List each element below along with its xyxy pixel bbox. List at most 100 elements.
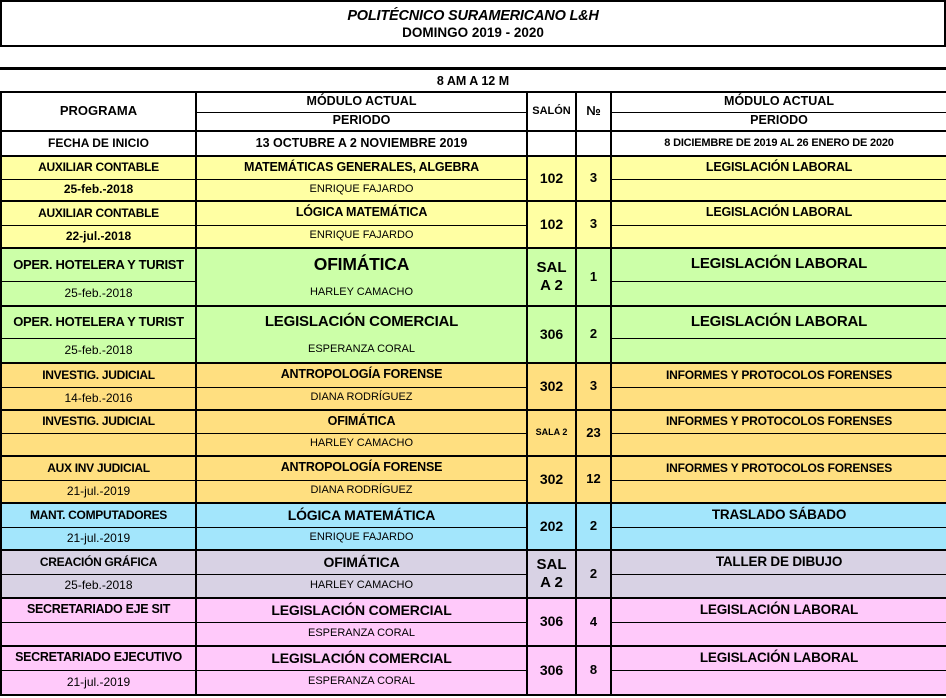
next-module-cell: INFORMES Y PROTOCOLOS FORENSES <box>610 455 946 481</box>
next-module-empty-cell <box>610 224 946 249</box>
salon-cell: SALA 2 <box>526 409 577 457</box>
next-module-cell: INFORMES Y PROTOCOLOS FORENSES <box>610 409 946 434</box>
module-cell: LÓGICA MATEMÁTICA <box>195 200 528 226</box>
next-module-empty-cell <box>610 479 946 504</box>
program-cell: AUX INV JUDICIAL <box>0 455 197 481</box>
module-cell: LÓGICA MATEMÁTICA <box>195 502 528 528</box>
teacher-cell: ESPERANZA CORAL <box>195 669 528 696</box>
header-numero-empty <box>575 130 612 157</box>
teacher-cell: ESPERANZA CORAL <box>195 338 528 364</box>
schedule-row-top: AUXILIAR CONTABLE LÓGICA MATEMÁTICA 102 3 LE… <box>0 200 946 249</box>
next-module-cell: TRASLADO SÁBADO <box>610 502 946 528</box>
schedule-row-bottom: 25-feb.-2018 ESPERANZA CORAL <box>0 337 946 364</box>
schedule-row-bottom: 25-feb.-2018 ENRIQUE FAJARDO <box>0 178 946 202</box>
schedule-row-bottom: ESPERANZA CORAL <box>0 621 946 647</box>
group-number-cell: 2 <box>575 305 612 364</box>
next-module-cell: LEGISLACIÓN LABORAL <box>610 200 946 226</box>
module-cell: LEGISLACIÓN COMERCIAL <box>195 597 528 623</box>
start-date-cell: 25-feb.-2018 <box>0 280 197 307</box>
schedule-row-bottom: 21-jul.-2019 DIANA RODRÍGUEZ <box>0 479 946 504</box>
salon-cell: 306 <box>526 305 577 364</box>
schedule-row-bottom: 22-jul.-2018 ENRIQUE FAJARDO <box>0 224 946 249</box>
salon-cell: 306 <box>526 645 577 696</box>
schedule-row-bottom: HARLEY CAMACHO <box>0 432 946 457</box>
teacher-cell: HARLEY CAMACHO <box>195 281 528 307</box>
teacher-cell: ENRIQUE FAJARDO <box>195 526 528 551</box>
header-period-right-dates: 8 DICIEMBRE DE 2019 AL 26 ENERO DE 2020 <box>610 130 946 157</box>
salon-cell: 102 <box>526 200 577 249</box>
start-date-cell: 21-jul.-2019 <box>0 479 197 504</box>
teacher-cell: HARLEY CAMACHO <box>195 432 528 457</box>
salon-line: SALA 2 <box>535 427 568 438</box>
salon-cell: 202 <box>526 502 577 551</box>
salon-line: SAL <box>536 556 567 573</box>
next-module-cell: LEGISLACIÓN LABORAL <box>610 247 946 282</box>
next-module-empty-cell <box>610 280 946 307</box>
program-cell: OPER. HOTELERA Y TURIST <box>0 247 197 282</box>
module-cell: LEGISLACIÓN COMERCIAL <box>195 305 528 338</box>
schedule-row-top: SECRETARIADO EJE SIT LEGISLACIÓN COMERCIA… <box>0 597 946 647</box>
salon-cell: 302 <box>526 362 577 411</box>
header-programa: PROGRAMA <box>0 91 197 132</box>
teacher-cell: ESPERANZA CORAL <box>195 621 528 647</box>
schedule-row-top: SECRETARIADO EJECUTIVO LEGISLACIÓN COMERC… <box>0 645 946 696</box>
program-cell: SECRETARIADO EJECUTIVO <box>0 645 197 671</box>
program-cell: SECRETARIADO EJE SIT <box>0 597 197 623</box>
next-module-empty-cell <box>610 621 946 647</box>
teacher-cell: ENRIQUE FAJARDO <box>195 178 528 202</box>
schedule-row-top: AUX INV JUDICIAL ANTROPOLOGÍA FORENSE 302 1… <box>0 455 946 504</box>
next-module-empty-cell <box>610 337 946 364</box>
group-number-cell: 3 <box>575 155 612 202</box>
spacer-row <box>0 47 946 70</box>
salon-cell: 302 <box>526 455 577 504</box>
salon-line: 202 <box>539 517 564 534</box>
salon-line: 302 <box>539 377 564 394</box>
page-title: POLITÉCNICO SURAMERICANO L&H <box>347 7 599 24</box>
schedule-row-bottom: 21-jul.-2019 ENRIQUE FAJARDO <box>0 526 946 551</box>
program-cell: INVESTIG. JUDICIAL <box>0 409 197 434</box>
module-cell: OFIMÁTICA <box>195 409 528 434</box>
schedule-row-top: OPER. HOTELERA Y TURIST LEGISLACIÓN COMER… <box>0 305 946 364</box>
group-number-cell: 3 <box>575 200 612 249</box>
schedule-row-top: AUXILIAR CONTABLE MATEMÁTICAS GENERALES, … <box>0 155 946 202</box>
start-date-cell: 25-feb.-2018 <box>0 178 197 202</box>
header-periodo-right: PERIODO <box>610 111 946 132</box>
salon-line: 306 <box>539 325 564 342</box>
next-module-empty-cell <box>610 386 946 411</box>
next-module-empty-cell <box>610 526 946 551</box>
next-module-empty-cell <box>610 432 946 457</box>
module-cell: ANTROPOLOGÍA FORENSE <box>195 455 528 481</box>
header-fecha-de-inicio: FECHA DE INICIO <box>0 130 197 157</box>
next-module-cell: LEGISLACIÓN LABORAL <box>610 155 946 180</box>
salon-cell: 102 <box>526 155 577 202</box>
program-cell: MANT. COMPUTADORES <box>0 502 197 528</box>
salon-line: 302 <box>539 470 564 487</box>
next-module-cell: INFORMES Y PROTOCOLOS FORENSES <box>610 362 946 388</box>
start-date-cell: 21-jul.-2019 <box>0 526 197 551</box>
salon-line: SAL <box>536 259 567 276</box>
start-date-cell: 22-jul.-2018 <box>0 224 197 249</box>
teacher-cell: ENRIQUE FAJARDO <box>195 224 528 249</box>
schedule-table: PROGRAMA MÓDULO ACTUAL SALÓN № MÓDULO AC… <box>0 91 946 696</box>
program-cell: AUXILIAR CONTABLE <box>0 155 197 180</box>
header-modulo-actual-left: MÓDULO ACTUAL <box>195 91 528 113</box>
start-date-cell: 25-feb.-2018 <box>0 337 197 364</box>
salon-line: A 2 <box>540 277 563 294</box>
next-module-cell: LEGISLACIÓN LABORAL <box>610 305 946 339</box>
schedule-row-bottom: 25-feb.-2018 HARLEY CAMACHO <box>0 280 946 307</box>
group-number-cell: 4 <box>575 597 612 647</box>
header-periodo-left: PERIODO <box>195 111 528 132</box>
group-number-cell: 1 <box>575 247 612 307</box>
teacher-cell: DIANA RODRÍGUEZ <box>195 479 528 504</box>
header-period-left-dates: 13 OCTUBRE A 2 NOVIEMBRE 2019 <box>195 130 528 157</box>
schedule-row-bottom: 25-feb.-2018 HARLEY CAMACHO <box>0 573 946 599</box>
next-module-cell: TALLER DE DIBUJO <box>610 549 946 575</box>
salon-line: 102 <box>539 215 564 232</box>
next-module-empty-cell <box>610 573 946 599</box>
salon-line: 306 <box>539 613 564 630</box>
program-cell: AUXILIAR CONTABLE <box>0 200 197 226</box>
module-cell: ANTROPOLOGÍA FORENSE <box>195 362 528 388</box>
